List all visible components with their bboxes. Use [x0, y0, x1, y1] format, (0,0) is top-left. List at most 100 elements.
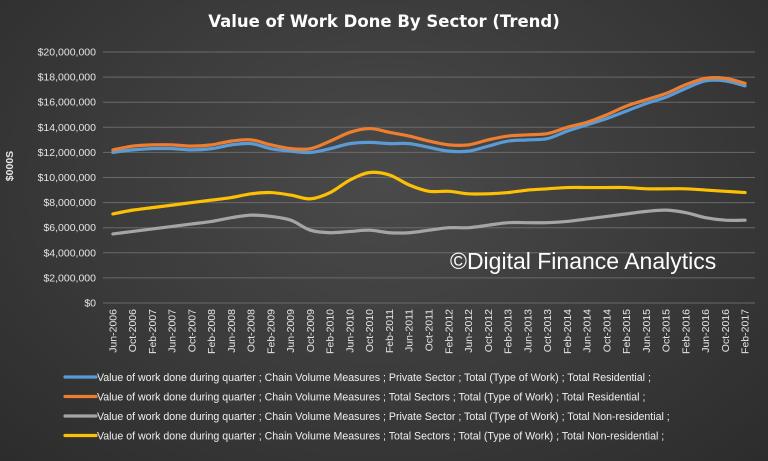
data-point — [586, 218, 588, 220]
data-point — [230, 196, 233, 199]
data-point — [447, 150, 450, 152]
data-point — [210, 199, 213, 201]
data-point — [151, 144, 154, 146]
data-point — [724, 219, 727, 221]
chart-title: Value of Work Done By Sector (Trend) — [208, 12, 560, 31]
data-point — [685, 211, 687, 214]
data-point — [645, 210, 648, 213]
data-point — [408, 231, 411, 234]
x-tick-label: Jun-2010 — [344, 309, 356, 353]
data-point — [665, 209, 667, 211]
x-tick-label: Oct-2015 — [661, 309, 673, 352]
data-point — [388, 231, 391, 234]
data-point — [329, 191, 332, 194]
data-point — [289, 147, 292, 150]
data-point — [270, 144, 272, 146]
data-point — [388, 131, 391, 134]
data-point — [665, 187, 667, 190]
data-point — [566, 126, 569, 129]
y-tick-label: $0 — [84, 298, 96, 310]
data-point — [289, 219, 292, 221]
data-point — [309, 151, 312, 154]
data-point — [250, 139, 252, 141]
y-tick-label: $18,000,000 — [38, 72, 97, 84]
data-point — [685, 87, 687, 90]
data-point — [665, 96, 667, 98]
data-point — [289, 150, 292, 152]
x-tick-label: Feb-2017 — [740, 309, 752, 354]
data-point — [665, 92, 667, 95]
x-tick-label: Oct-2009 — [305, 309, 317, 352]
data-point — [704, 80, 707, 82]
data-point — [309, 147, 312, 150]
data-point — [526, 134, 529, 136]
data-point — [447, 190, 450, 193]
x-tick-label: Feb-2008 — [206, 309, 218, 354]
x-tick-label: Feb-2013 — [503, 309, 515, 354]
data-point — [191, 201, 193, 204]
data-point — [289, 194, 292, 196]
data-point — [724, 80, 727, 82]
legend-item-1: Value of work done during quarter ; Chai… — [63, 372, 651, 384]
data-point — [112, 151, 114, 154]
data-point — [329, 147, 332, 150]
data-point — [368, 171, 371, 174]
x-tick-label: Feb-2009 — [265, 309, 277, 354]
data-point — [112, 233, 114, 235]
x-tick-label: Oct-2016 — [720, 309, 732, 352]
data-point — [507, 221, 509, 224]
data-point — [566, 130, 569, 132]
legend-label: Value of work done during quarter ; Chai… — [97, 392, 645, 404]
data-point — [388, 174, 391, 176]
data-point — [368, 127, 371, 130]
data-point — [487, 145, 490, 147]
data-point — [685, 187, 687, 190]
data-point — [428, 140, 430, 142]
x-tick-label: Oct-2013 — [542, 309, 554, 352]
x-tick-label: Jun-2011 — [404, 309, 416, 352]
y-tick-label: $12,000,000 — [38, 147, 97, 159]
x-tick-label: Feb-2014 — [562, 309, 574, 354]
data-point — [131, 145, 134, 147]
data-point — [408, 135, 411, 137]
data-point — [744, 82, 746, 85]
data-point — [586, 186, 588, 189]
legend-label: Value of work done during quarter ; Chai… — [97, 431, 664, 443]
data-point — [467, 193, 470, 195]
data-point — [625, 186, 628, 189]
data-point — [309, 198, 312, 200]
data-point — [526, 221, 529, 224]
data-point — [447, 226, 450, 229]
data-point — [507, 135, 509, 137]
data-point — [724, 77, 727, 80]
data-point — [704, 189, 707, 191]
x-tick-label: Feb-2010 — [325, 309, 337, 354]
legend-item-2: Value of work done during quarter ; Chai… — [63, 392, 645, 404]
y-axis-label: $000S — [4, 151, 16, 181]
data-point — [151, 206, 154, 209]
y-tick-label: $14,000,000 — [38, 122, 97, 134]
data-point — [171, 204, 173, 206]
data-point — [329, 140, 332, 142]
x-tick-label: Jun-2012 — [463, 309, 475, 353]
data-point — [606, 113, 608, 116]
data-point — [704, 216, 707, 219]
data-point — [368, 229, 371, 232]
data-point — [270, 191, 272, 194]
data-point — [210, 220, 213, 223]
legend: Value of work done during quarter ; Chai… — [63, 372, 670, 443]
data-point — [586, 121, 588, 124]
data-point — [606, 215, 608, 218]
x-tick-label: Oct-2006 — [127, 309, 139, 352]
data-point — [329, 231, 332, 234]
data-point — [447, 144, 450, 146]
x-tick-label: Jun-2015 — [641, 309, 653, 353]
x-tick-label: Oct-2011 — [424, 309, 436, 352]
data-point — [428, 229, 430, 232]
data-point — [467, 144, 470, 146]
data-point — [566, 220, 569, 223]
data-point — [309, 229, 312, 232]
x-tick-label: Oct-2010 — [364, 309, 376, 352]
data-point — [507, 191, 509, 194]
x-tick-label: Feb-2016 — [680, 309, 692, 354]
